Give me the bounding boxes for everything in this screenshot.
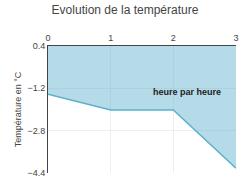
svg-text:2: 2 <box>171 33 176 43</box>
svg-text:Evolution de la température: Evolution de la température <box>52 3 199 17</box>
svg-text:3: 3 <box>233 33 238 43</box>
svg-text:−4.4: −4.4 <box>27 168 45 178</box>
svg-text:−2.8: −2.8 <box>27 126 45 136</box>
svg-text:0.4: 0.4 <box>33 41 46 51</box>
svg-text:1: 1 <box>108 33 113 43</box>
svg-text:0: 0 <box>45 33 50 43</box>
svg-text:heure par heure: heure par heure <box>153 87 221 97</box>
svg-text:Température en °C: Température en °C <box>13 71 23 147</box>
svg-text:−1.2: −1.2 <box>27 83 45 93</box>
